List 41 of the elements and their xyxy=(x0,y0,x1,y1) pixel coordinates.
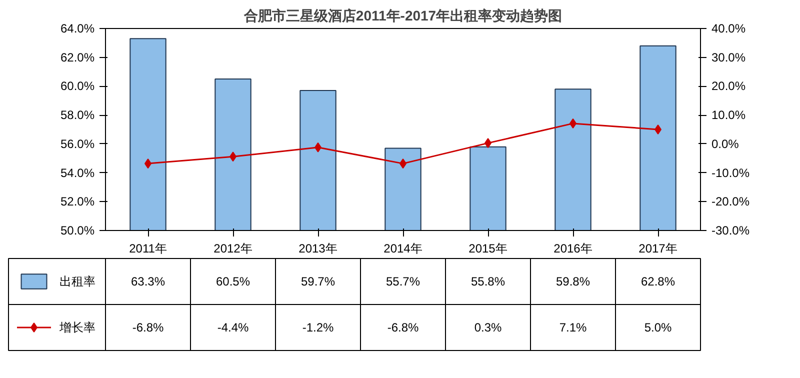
data-label: 59.7% xyxy=(300,274,336,288)
data-label: 7.1% xyxy=(559,320,588,334)
y2-tick-label: 30.0% xyxy=(712,50,746,64)
point xyxy=(654,124,662,134)
x-tick-label: 2011年 xyxy=(129,242,167,256)
y2-tick-label: 20.0% xyxy=(712,79,746,94)
data-label: 60.5% xyxy=(216,274,250,288)
x-tick-label: 2012年 xyxy=(214,242,252,256)
y-tick-label: 50.0% xyxy=(60,224,95,238)
data-label: 0.3% xyxy=(474,320,502,334)
y2-tick-label: -30.0% xyxy=(712,224,750,238)
x-tick-label: 2017年 xyxy=(638,242,678,256)
y2-tick-label: -20.0% xyxy=(712,194,750,209)
y-tick-label: 56.0% xyxy=(60,136,95,151)
data-label: 62.8% xyxy=(640,274,676,288)
legend-label: 增长率 xyxy=(58,320,96,334)
y2-tick-label: 40.0% xyxy=(712,22,746,36)
y-tick-label: 52.0% xyxy=(60,194,95,209)
data-label: 55.8% xyxy=(470,274,506,288)
y-tick-label: 62.0% xyxy=(60,50,95,64)
x-tick-label: 2014年 xyxy=(384,242,422,256)
y-tick-label: 60.0% xyxy=(60,79,95,94)
data-label: -6.8% xyxy=(387,320,420,334)
legend-label: 出租率 xyxy=(60,274,96,288)
data-label: 5.0% xyxy=(644,320,672,334)
y-tick-label: 64.0% xyxy=(60,22,95,36)
data-label: -1.2% xyxy=(302,320,334,334)
data-label: 55.7% xyxy=(386,274,420,288)
x-tick-label: 2013年 xyxy=(298,242,338,256)
y-tick-label: 54.0% xyxy=(60,166,95,180)
x-tick-label: 2016年 xyxy=(554,242,592,256)
y2-tick-label: 10.0% xyxy=(712,108,746,122)
y2-tick-label: -10.0% xyxy=(712,166,750,180)
x-tick-label: 2015年 xyxy=(468,242,508,256)
data-label: 63.3% xyxy=(130,274,166,288)
chart-title: 合肥市三星级酒店2011年-2017年出租率变动趋势图 xyxy=(242,8,562,24)
data-label: -6.8% xyxy=(132,320,164,334)
data-label: 59.8% xyxy=(556,274,590,288)
y2-tick-label: 0.0% xyxy=(712,136,740,151)
data-label: -4.4% xyxy=(217,320,250,334)
y-tick-label: 58.0% xyxy=(60,108,95,122)
